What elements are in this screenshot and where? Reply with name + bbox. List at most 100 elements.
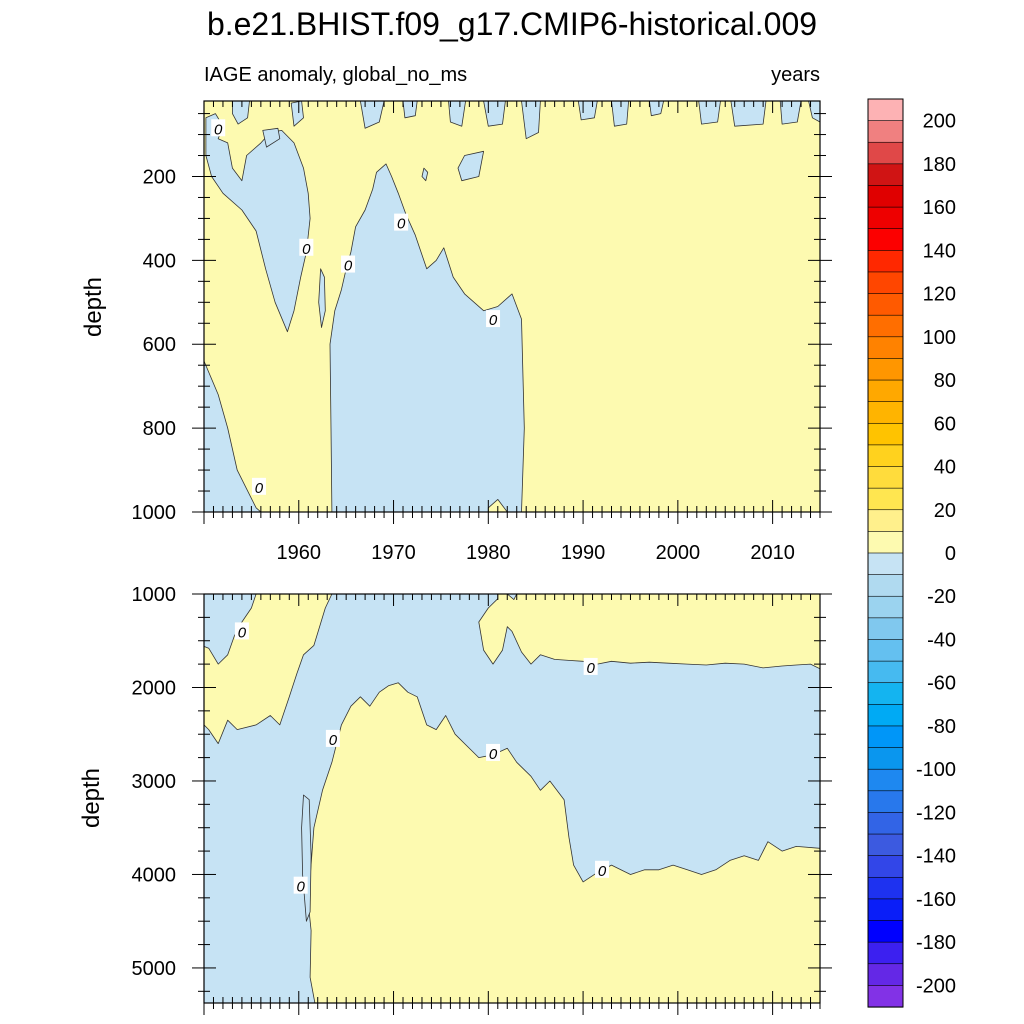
contour-label: 0 [238,624,247,641]
colorbar-swatch [867,704,904,727]
colorbar-swatch [867,422,904,446]
contour-label-background [251,477,266,495]
contour-label: 0 [214,121,223,138]
negative-anomaly-region [521,101,541,140]
colorbar-swatch [867,120,904,143]
negative-anomaly-region [204,594,257,665]
colorbar-swatch [867,941,904,965]
colorbar-label: 80 [934,370,956,392]
colorbar-label: 160 [923,197,956,219]
y-tick-label: 600 [143,334,176,356]
colorbar-swatch [867,141,904,165]
negative-anomaly-region [421,167,429,182]
y-tick-label: 200 [143,166,176,188]
y-tick-label: 4000 [132,864,177,886]
x-tick-label: 1970 [371,542,416,564]
colorbar-label: -100 [916,759,956,781]
negative-anomaly-region [448,101,466,127]
contour-label: 0 [489,312,498,329]
colorbar-swatch [867,639,904,662]
contour-label-background [234,622,249,640]
colorbar-label: -20 [927,586,956,608]
x-tick-label: 1980 [466,542,511,564]
colorbar-swatch [867,531,904,554]
x-tick-label: 1990 [561,542,606,564]
contour-label-background [394,213,409,231]
negative-anomaly-region [457,150,484,182]
colorbar-frame [867,98,904,1008]
colorbar-swatch [867,920,904,943]
negative-anomaly-region [402,101,418,119]
colorbar-label: -80 [927,716,956,738]
colorbar-swatch [867,595,904,619]
colorbar-swatch [867,379,904,403]
negative-anomaly-region [779,101,802,125]
colorbar-swatch [867,487,904,511]
contour-label-background [299,238,314,256]
contour-label: 0 [397,216,406,233]
colorbar-swatch [867,228,904,251]
colorbar-swatch [867,358,904,381]
colorbar-label: -40 [927,630,956,652]
y-tick-label: 800 [143,418,176,440]
colorbar-swatch [867,574,904,597]
contour-label: 0 [344,258,353,275]
figure-title: b.e21.BHIST.f09_g17.CMIP6-historical.009 [207,6,817,42]
colorbar-swatch [867,898,904,922]
colorbar-swatch [867,509,904,532]
lower-contour-panel: depth 0 0 0 0 0 0 1000 2000 3000 4000 5000 [78,584,832,1015]
colorbar-swatch [867,314,904,338]
contour-label: 0 [329,732,338,749]
plot-frame [203,100,821,513]
lower-y-axis-label: depth [78,768,105,828]
colorbar-swatch [867,812,904,835]
colorbar-swatch [867,855,904,878]
x-tick-label: 2010 [750,542,795,564]
y-tick-label: 2000 [132,677,177,699]
y-tick-label: 1000 [132,584,177,606]
y-tick-label: 3000 [132,771,177,793]
negative-anomaly-region [483,101,506,127]
negative-anomaly-region [232,101,250,125]
contour-label-background [293,876,308,894]
contour-label: 0 [598,863,607,880]
colorbar-swatch [867,552,904,576]
colorbar-swatch [867,682,904,705]
negative-anomaly-region [205,113,311,333]
x-tick-label: 2000 [656,542,701,564]
colorbar-swatch [867,466,904,489]
colorbar-label: -180 [916,932,956,954]
negative-anomaly-region [506,594,518,600]
colorbar-swatch [867,401,904,424]
contour-label-background [486,743,501,761]
colorbar-swatch [867,876,904,900]
colorbar-swatch [867,185,904,208]
colorbar-swatch [867,768,904,792]
colorbar-label: -140 [916,846,956,868]
colorbar-swatch [867,98,904,122]
contour-label-background [595,860,610,878]
x-tick-label: 1960 [277,542,322,564]
colorbar-swatch [867,747,904,770]
negative-anomaly-region [808,101,820,123]
plot-frame [203,593,821,1004]
colorbar-swatch [867,725,904,749]
contour-label: 0 [586,660,595,677]
colorbar-swatch [867,985,904,1008]
colorbar-label: 0 [945,543,956,565]
colorbar-label: 20 [934,500,956,522]
colorbar-swatch [867,163,904,187]
colorbar-label: 120 [923,284,956,306]
upper-panel-right-title: years [771,64,820,86]
colorbar-swatch [867,444,904,468]
colorbar-swatch [867,660,904,684]
colorbar-swatch [867,833,904,857]
colorbar-label: 100 [923,327,956,349]
negative-anomaly-region [318,268,326,328]
contour-label-background [341,255,356,273]
contour-label: 0 [302,241,311,258]
contour-label: 0 [489,746,498,763]
upper-y-axis-label: depth [80,277,107,337]
negative-anomaly-region [204,360,262,512]
